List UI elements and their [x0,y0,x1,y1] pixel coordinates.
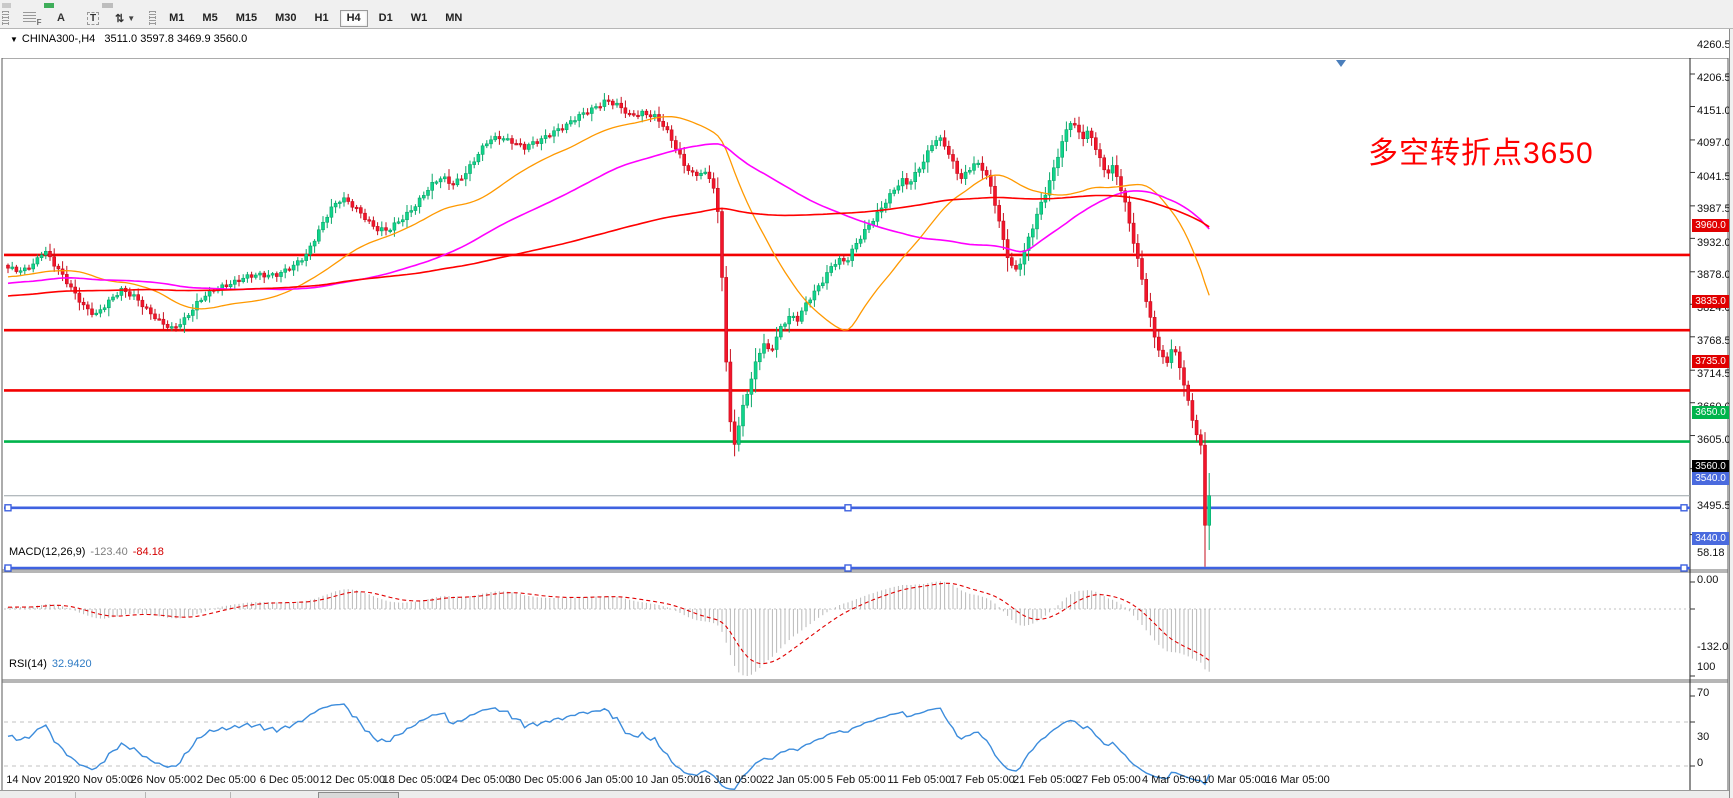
chart-window [0,29,1733,798]
axis-ticks [1690,73,1695,793]
cutoff-icon-fragment [102,3,113,8]
arrow-style-icon: ⇅ [115,12,125,25]
timeframe-button-W1[interactable]: W1 [404,10,435,27]
timeframe-button-D1[interactable]: D1 [372,10,400,27]
macd-histogram [7,581,1210,677]
timeframe-button-M5[interactable]: M5 [195,10,224,27]
horizontal-lines [4,253,1690,570]
timeframe-button-M15[interactable]: M15 [229,10,264,27]
chart-canvas[interactable] [0,58,1733,798]
rsi-line [7,703,1210,791]
tab-divider [230,792,231,798]
hline-handle[interactable] [1680,564,1688,572]
timeframe-button-H4[interactable]: H4 [339,9,368,27]
timeframe-bar: M1 M5 M15 M30 H1 H4 D1 W1 MN [160,9,471,27]
scrollbar-thumb[interactable] [318,792,399,798]
timeframe-button-M30[interactable]: M30 [268,10,303,27]
hline-handle[interactable] [1680,504,1688,512]
timeframe-button-H1[interactable]: H1 [308,10,336,27]
timeframe-button-MN[interactable]: MN [438,10,469,27]
text-box-icon: T [86,11,100,25]
text-box-tool-button[interactable]: T [78,9,108,28]
ma-fast-line [7,115,1210,331]
toolbar-separator-handle[interactable] [149,11,157,25]
toolbar-drag-handle[interactable] [2,11,9,25]
hline-handles [4,504,1688,572]
panel-frame [1,58,1729,798]
hline-handle[interactable] [4,564,12,572]
cutoff-icon-fragment [2,3,11,8]
arrow-style-tool-button[interactable]: ⇅ ▼ [110,9,140,28]
hline-handle[interactable] [844,564,852,572]
scroll-position-marker[interactable] [1336,60,1346,67]
ma-mid-line [7,143,1210,291]
fibonacci-grid-tool-button[interactable]: F [14,9,44,28]
tab-divider [145,792,146,798]
cutoff-icon-fragment [44,3,54,8]
hline-handle[interactable] [844,504,852,512]
hline-handle[interactable] [4,504,12,512]
fibonacci-grid-icon: F [22,12,42,27]
ma-slow-line [7,194,1210,297]
timeframe-button-M1[interactable]: M1 [162,10,191,27]
chevron-down-icon: ▼ [127,13,136,23]
bottom-scroll-bar[interactable] [0,790,1733,798]
tab-divider [75,792,76,798]
text-label-icon: A [57,12,65,24]
candlesticks [6,93,1211,567]
text-label-tool-button[interactable]: A [46,9,76,28]
window-right-edge [1729,29,1733,798]
chart-toolbar: F A T ⇅ ▼ M1 M5 M15 M30 H1 H4 D1 W1 MN [0,8,1733,29]
